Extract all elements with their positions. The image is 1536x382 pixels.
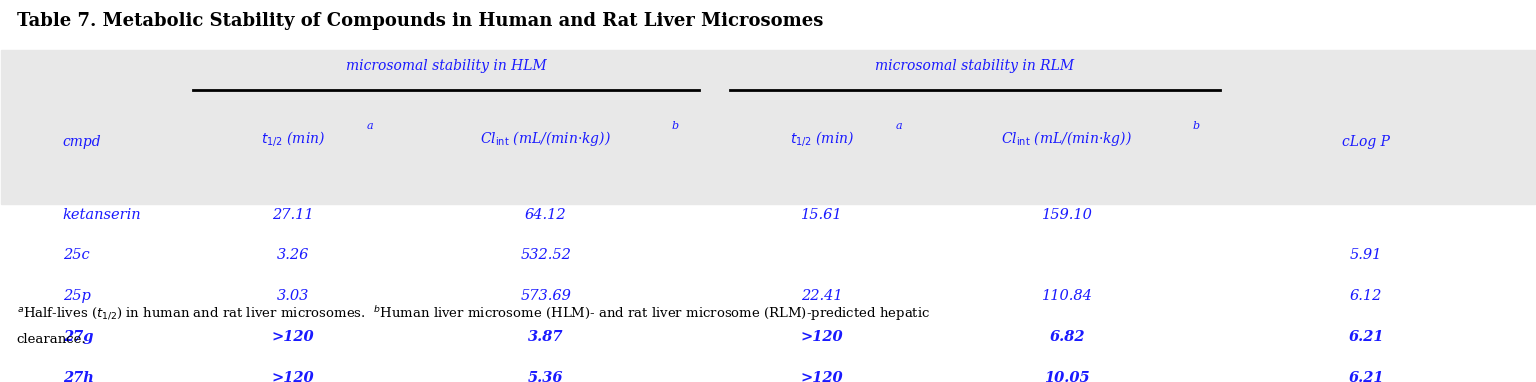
Text: >120: >120 — [800, 371, 843, 382]
Text: 27h: 27h — [63, 371, 94, 382]
Text: 3.26: 3.26 — [276, 248, 309, 262]
Text: microsomal stability in HLM: microsomal stability in HLM — [346, 58, 547, 73]
Text: 573.69: 573.69 — [521, 290, 571, 303]
Text: 5.91: 5.91 — [1350, 248, 1382, 262]
Text: 27g: 27g — [63, 330, 94, 344]
Text: 110.84: 110.84 — [1041, 290, 1092, 303]
Text: 532.52: 532.52 — [521, 248, 571, 262]
Text: ketanserin: ketanserin — [63, 207, 141, 222]
Text: 64.12: 64.12 — [525, 207, 567, 222]
Text: clearance.: clearance. — [17, 333, 86, 346]
Text: 159.10: 159.10 — [1041, 207, 1092, 222]
Text: 25c: 25c — [63, 248, 89, 262]
Bar — [2, 50, 1534, 204]
Text: cLog P: cLog P — [1342, 135, 1390, 149]
Text: cmpd: cmpd — [63, 135, 101, 149]
Text: 3.87: 3.87 — [528, 330, 564, 344]
Text: Cl$_{\rm{int}}$ (mL/(min$\cdot$kg)): Cl$_{\rm{int}}$ (mL/(min$\cdot$kg)) — [1001, 129, 1132, 148]
Text: b: b — [1192, 121, 1200, 131]
Text: 3.03: 3.03 — [276, 290, 309, 303]
Text: 15.61: 15.61 — [800, 207, 842, 222]
Text: 10.05: 10.05 — [1044, 371, 1089, 382]
Text: $^a$Half-lives ($t_{1/2}$) in human and rat liver microsomes.  $^b$Human liver m: $^a$Half-lives ($t_{1/2}$) in human and … — [17, 304, 931, 322]
Text: microsomal stability in RLM: microsomal stability in RLM — [876, 58, 1075, 73]
Text: 27.11: 27.11 — [272, 207, 313, 222]
Text: 6.12: 6.12 — [1350, 290, 1382, 303]
Text: a: a — [366, 121, 373, 131]
Text: Cl$_{\rm{int}}$ (mL/(min$\cdot$kg)): Cl$_{\rm{int}}$ (mL/(min$\cdot$kg)) — [481, 129, 611, 148]
Text: 22.41: 22.41 — [800, 290, 842, 303]
Text: 6.82: 6.82 — [1049, 330, 1084, 344]
Text: $t_{1/2}$ (min): $t_{1/2}$ (min) — [790, 129, 854, 148]
Text: >120: >120 — [272, 330, 313, 344]
Text: a: a — [895, 121, 902, 131]
Text: 6.21: 6.21 — [1349, 330, 1384, 344]
Text: b: b — [671, 121, 679, 131]
Text: >120: >120 — [800, 330, 843, 344]
Text: 25p: 25p — [63, 290, 91, 303]
Text: >120: >120 — [272, 371, 313, 382]
Text: $t_{1/2}$ (min): $t_{1/2}$ (min) — [261, 129, 324, 148]
Text: Table 7. Metabolic Stability of Compounds in Human and Rat Liver Microsomes: Table 7. Metabolic Stability of Compound… — [17, 12, 823, 30]
Text: 5.36: 5.36 — [528, 371, 564, 382]
Text: 6.21: 6.21 — [1349, 371, 1384, 382]
